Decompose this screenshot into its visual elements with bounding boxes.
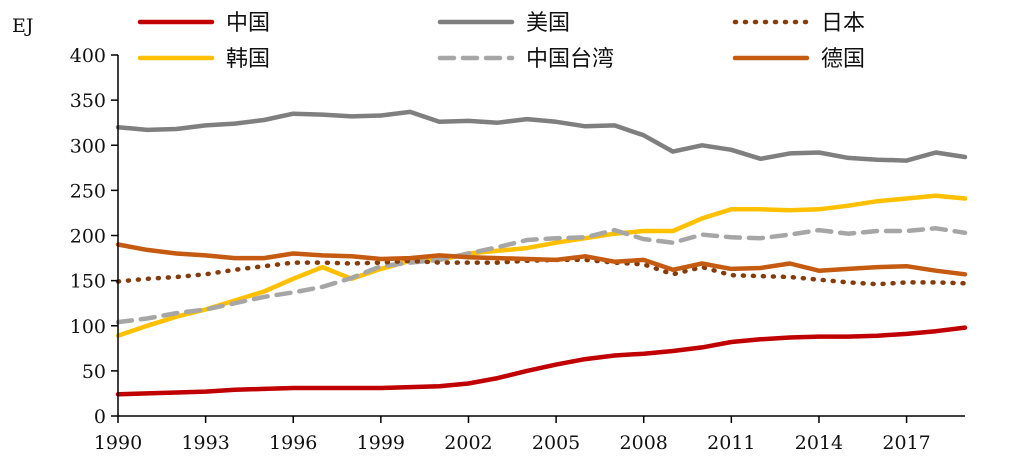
x-tick-label: 2008 (620, 432, 668, 454)
legend-label-3: 日本 (821, 11, 865, 36)
legend-label-5: 中国台湾 (526, 47, 614, 72)
legend-label-1: 中国 (226, 11, 270, 36)
x-tick-label: 2002 (444, 432, 492, 454)
x-tick-label: 2017 (882, 432, 930, 454)
axes: 0 50 100 150 200 250 300 350 400 1990 1993 1996 1999… (70, 45, 965, 454)
x-tick-label: 2014 (795, 432, 843, 454)
legend-label-6: 德国 (821, 47, 865, 72)
x-tick-label: 2005 (532, 432, 580, 454)
y-tick-label: 200 (70, 226, 106, 248)
legend-label-4: 韩国 (226, 47, 270, 72)
y-tick-label: 350 (70, 90, 106, 112)
series-line-1 (115, 325, 968, 397)
x-tick-label: 1996 (269, 432, 317, 454)
series-line-5 (115, 226, 968, 325)
x-tick-label: 2011 (707, 432, 755, 454)
series-line-2 (115, 109, 968, 163)
y-tick-label: 50 (82, 361, 106, 383)
series-line-6 (115, 242, 968, 277)
x-tick-label: 1990 (94, 432, 142, 454)
series-line-3 (115, 257, 968, 287)
series-line-4 (115, 193, 968, 338)
x-tick-label: 1999 (357, 432, 405, 454)
x-tick-label: 1993 (181, 432, 229, 454)
y-tick-label: 300 (70, 135, 106, 157)
legend-label-2: 美国 (526, 11, 570, 36)
y-tick-label: 250 (70, 180, 106, 202)
y-tick-label: 400 (70, 45, 106, 67)
y-axis-unit-label: EJ (12, 15, 34, 37)
y-tick-label: 0 (94, 406, 106, 428)
series-layer (115, 109, 968, 397)
y-tick-label: 100 (70, 316, 106, 338)
y-tick-label: 150 (70, 271, 106, 293)
